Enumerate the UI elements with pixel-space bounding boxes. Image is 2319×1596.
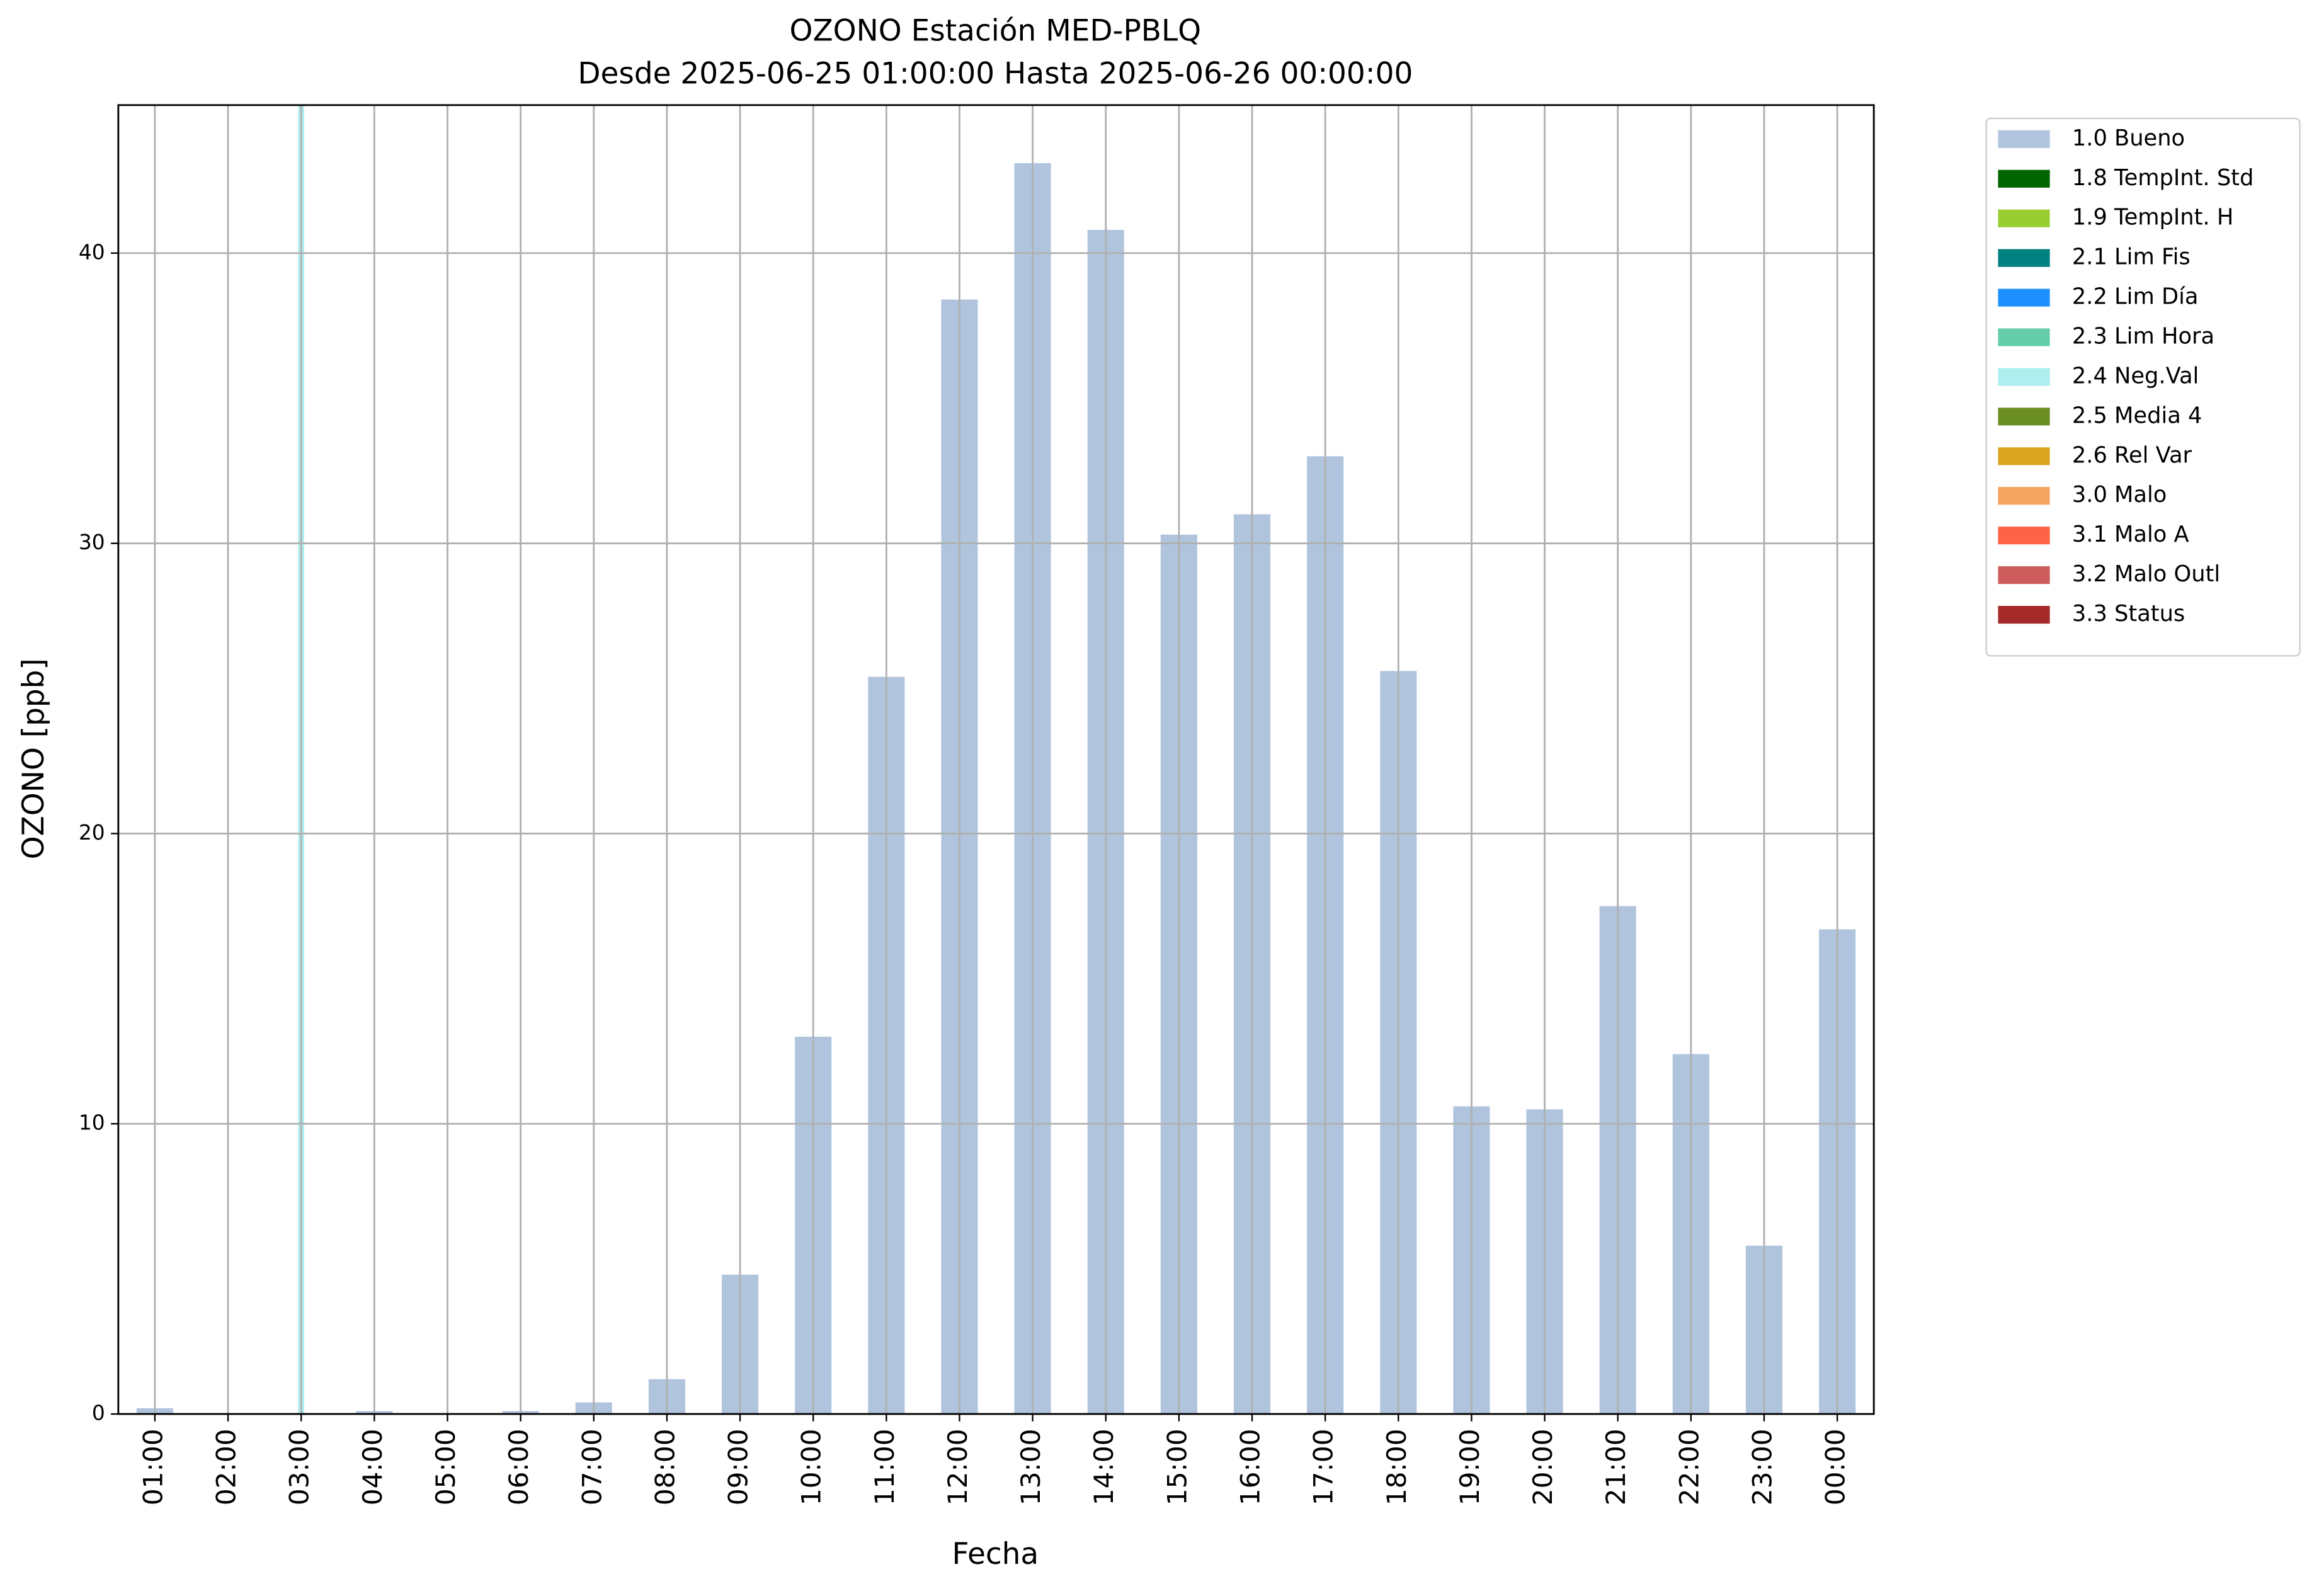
legend-label: 3.2 Malo Outl — [2072, 561, 2220, 587]
legend-label: 1.0 Bueno — [2072, 125, 2185, 151]
legend-label: 2.1 Lim Fis — [2072, 244, 2191, 270]
plot-frame — [117, 104, 1875, 1415]
x-tick-label: 22:00 — [1673, 1429, 1704, 1506]
x-tick-label: 13:00 — [1015, 1429, 1046, 1506]
x-tick-label: 12:00 — [942, 1429, 973, 1506]
legend-swatch — [1998, 209, 2050, 227]
legend-box — [1985, 117, 2301, 657]
legend-swatch — [1998, 328, 2050, 346]
x-tick-label: 04:00 — [357, 1429, 388, 1506]
legend-swatch — [1998, 447, 2050, 465]
legend-label: 3.0 Malo — [2072, 482, 2167, 508]
legend-swatch — [1998, 249, 2050, 267]
x-tick-label: 21:00 — [1600, 1429, 1631, 1506]
y-tick-label: 0 — [92, 1401, 105, 1425]
y-tick-label: 20 — [79, 820, 105, 845]
legend-swatch — [1998, 527, 2050, 545]
legend-label: 1.8 TempInt. Std — [2072, 165, 2254, 191]
y-tick-label: 10 — [79, 1110, 105, 1135]
chart-title: OZONO Estación MED-PBLQ — [790, 13, 1202, 48]
legend-swatch — [1998, 566, 2050, 584]
x-tick-label: 09:00 — [723, 1429, 754, 1506]
x-tick-label: 23:00 — [1746, 1429, 1777, 1506]
x-tick-label: 10:00 — [796, 1429, 827, 1506]
legend-label: 2.3 Lim Hora — [2072, 324, 2214, 350]
x-tick-label: 06:00 — [503, 1429, 534, 1506]
x-tick-label: 16:00 — [1235, 1429, 1266, 1506]
y-tick-label: 40 — [79, 239, 105, 264]
x-tick-label: 19:00 — [1454, 1429, 1485, 1506]
legend-swatch — [1998, 288, 2050, 307]
x-tick-label: 01:00 — [137, 1429, 168, 1506]
legend-label: 2.2 Lim Día — [2072, 284, 2199, 310]
y-tick-label: 30 — [79, 530, 105, 554]
x-tick-label: 08:00 — [649, 1429, 680, 1506]
legend-swatch — [1998, 130, 2050, 148]
legend-swatch — [1998, 605, 2050, 624]
y-axis-label: OZONO [ppb] — [16, 658, 51, 859]
x-tick-label: 07:00 — [576, 1429, 607, 1506]
legend-swatch — [1998, 487, 2050, 505]
legend-swatch — [1998, 368, 2050, 386]
legend-label: 2.4 Neg.Val — [2072, 363, 2199, 389]
legend-swatch — [1998, 408, 2050, 426]
x-tick-label: 15:00 — [1161, 1429, 1192, 1506]
x-tick-label: 18:00 — [1381, 1429, 1412, 1506]
x-tick-label: 05:00 — [430, 1429, 461, 1506]
x-axis-label: Fecha — [952, 1537, 1039, 1571]
chart-subtitle: Desde 2025-06-25 01:00:00 Hasta 2025-06-… — [578, 56, 1413, 91]
legend-label: 1.9 TempInt. H — [2072, 205, 2233, 231]
x-tick-label: 02:00 — [211, 1429, 242, 1506]
x-tick-label: 14:00 — [1088, 1429, 1119, 1506]
legend-label: 2.5 Media 4 — [2072, 402, 2202, 428]
x-tick-label: 17:00 — [1308, 1429, 1339, 1506]
legend-swatch — [1998, 169, 2050, 188]
legend-label: 3.1 Malo A — [2072, 522, 2189, 547]
x-tick-label: 00:00 — [1820, 1429, 1851, 1506]
x-tick-label: 20:00 — [1527, 1429, 1558, 1506]
x-tick-label: 03:00 — [284, 1429, 315, 1506]
legend-label: 2.6 Rel Var — [2072, 442, 2192, 468]
x-tick-label: 11:00 — [869, 1429, 900, 1506]
legend-label: 3.3 Status — [2072, 601, 2185, 627]
